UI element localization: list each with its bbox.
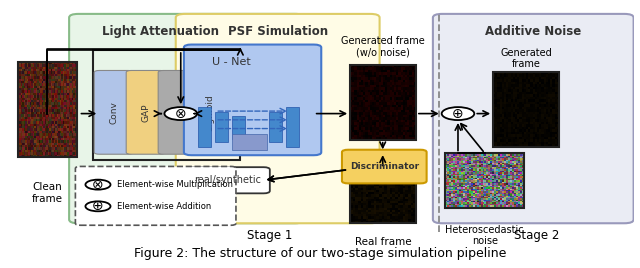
FancyBboxPatch shape [342,150,427,183]
Text: real/synthetic: real/synthetic [194,175,261,185]
Text: Additive Noise: Additive Noise [485,25,581,38]
Text: Clean
frame: Clean frame [32,182,63,204]
Circle shape [85,201,111,211]
Text: Generated frame
(w/o noise): Generated frame (w/o noise) [341,36,425,58]
Bar [285,107,300,147]
Bar [350,65,416,140]
Text: Light Attenuation: Light Attenuation [102,25,220,38]
Bar [493,72,559,147]
Circle shape [164,107,197,120]
Text: Generated
frame: Generated frame [500,47,552,69]
Circle shape [442,107,474,120]
Text: ⊗: ⊗ [175,107,187,121]
Text: ⊕: ⊕ [92,199,104,213]
FancyBboxPatch shape [126,70,165,154]
FancyBboxPatch shape [176,14,380,223]
Text: Stage 2: Stage 2 [514,229,559,242]
Text: Sigmoid: Sigmoid [205,94,214,131]
Text: GAP: GAP [141,103,150,122]
Bar [232,116,245,139]
Text: ⊗: ⊗ [92,178,104,192]
FancyBboxPatch shape [184,44,321,155]
Text: U - Net: U - Net [212,58,251,68]
Bar [198,107,211,147]
Bar [214,112,228,142]
Bar [445,154,524,208]
Circle shape [85,180,111,190]
Bar [93,50,241,160]
Text: Conv: Conv [109,101,118,124]
Text: Figure 2: The structure of our two-stage simulation pipeline: Figure 2: The structure of our two-stage… [134,247,506,260]
FancyBboxPatch shape [76,166,236,225]
Text: Heteroscedastic
noise: Heteroscedastic noise [445,225,524,246]
Text: Element-wise Addition: Element-wise Addition [116,202,211,211]
Bar [269,112,282,142]
FancyBboxPatch shape [69,14,305,223]
FancyBboxPatch shape [158,70,197,154]
Text: Stage 1: Stage 1 [247,229,292,242]
Text: Element-wise Multiplication: Element-wise Multiplication [116,180,233,189]
Text: Discriminator: Discriminator [349,162,419,171]
Bar [350,168,416,223]
Text: FC: FC [173,107,182,118]
FancyBboxPatch shape [94,70,133,154]
Bar [18,62,77,157]
FancyBboxPatch shape [190,70,229,154]
FancyBboxPatch shape [185,167,270,193]
Bar [232,133,267,150]
Text: ⊕: ⊕ [452,107,464,121]
Text: PSF Simulation: PSF Simulation [228,25,328,38]
Text: Real frame: Real frame [355,237,412,247]
FancyBboxPatch shape [433,14,634,223]
